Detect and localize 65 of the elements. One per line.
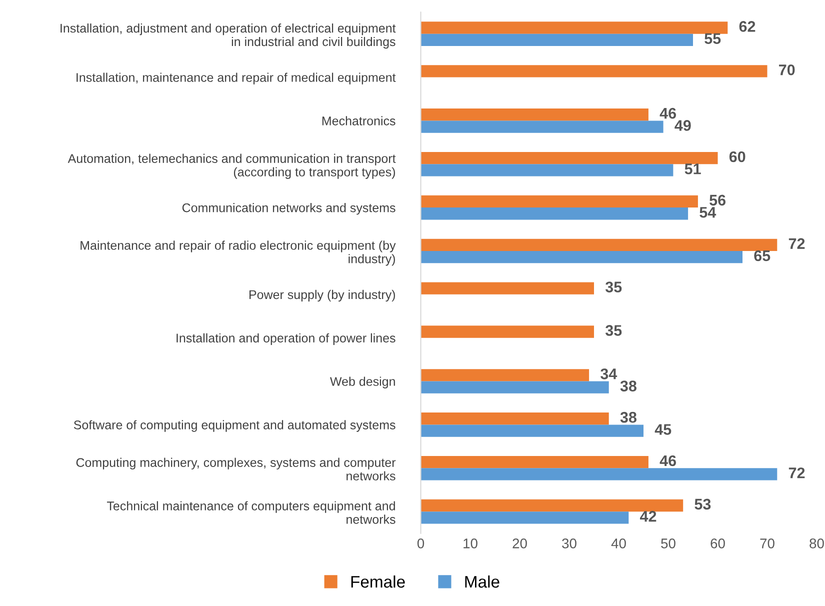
- legend-label: Female: [351, 575, 405, 588]
- x-tick-label: 10: [464, 538, 478, 548]
- data-label: 60: [729, 151, 746, 162]
- data-label: 34: [600, 368, 618, 380]
- data-label: 53: [694, 498, 711, 510]
- bar: [420, 468, 778, 480]
- bar: [420, 34, 693, 46]
- data-label: 38: [620, 412, 636, 423]
- data-label: 42: [640, 510, 656, 522]
- data-label: 72: [788, 468, 805, 478]
- bar: [420, 108, 648, 121]
- bar: [420, 512, 629, 524]
- bar: [420, 195, 698, 208]
- data-label: 46: [660, 455, 676, 466]
- data-label: 46: [660, 108, 676, 119]
- y-tick-label: Communication networks and systems: [182, 203, 396, 215]
- x-tick-label: 20: [512, 538, 527, 548]
- data-label: 65: [754, 250, 770, 262]
- x-tick-label: 30: [562, 538, 576, 548]
- y-tick-label: Computing machinery, complexes, systems and computer networks: [76, 458, 396, 480]
- bar: [420, 326, 594, 338]
- data-label: 56: [710, 194, 726, 206]
- data-label: 62: [739, 21, 756, 32]
- bar: [420, 282, 594, 294]
- bar: [420, 412, 609, 425]
- x-tick-label: 0: [417, 538, 424, 548]
- bar: [420, 424, 644, 437]
- data-label: 70: [779, 64, 795, 76]
- y-tick-label: Automation, telemechanics and communication in transport (according to transport types): [68, 154, 396, 179]
- bar: [420, 381, 609, 394]
- y-tick-label: Mechatronics: [322, 116, 396, 126]
- bar: [420, 152, 718, 164]
- y-tick-label: Installation, maintenance and repair of medical equipment: [76, 72, 396, 84]
- data-label: 49: [674, 120, 691, 131]
- y-tick-label: Installation and operation of power lines: [176, 333, 396, 345]
- bar: [420, 164, 674, 176]
- y-tick-label: Installation, adjustment and operation of electrical equipment in industrial and civil buildings: [60, 23, 396, 49]
- bar: [420, 250, 742, 264]
- x-tick-label: 70: [760, 538, 774, 548]
- x-tick-label: 80: [810, 538, 824, 548]
- data-label: 38: [620, 380, 636, 392]
- y-tick-label: Software of computing equipment and automated systems: [74, 420, 396, 432]
- bar: [420, 369, 590, 382]
- data-label: 35: [605, 282, 622, 292]
- data-label: 54: [700, 207, 716, 218]
- data-label: 72: [788, 238, 805, 249]
- data-label: 51: [684, 164, 701, 174]
- legend-label: Male: [465, 575, 500, 588]
- y-tick-label: Web design: [330, 376, 395, 388]
- bar: [420, 208, 688, 220]
- x-tick-label: 60: [710, 538, 725, 548]
- x-tick-label: 50: [661, 538, 676, 548]
- y-tick-label: Maintenance and repair of radio electronic equipment (by industry): [80, 240, 396, 266]
- bar: [420, 65, 768, 78]
- data-label: 45: [654, 424, 672, 435]
- bar: [420, 22, 728, 34]
- bar: [420, 238, 778, 251]
- y-tick-label: Power supply (by industry): [250, 290, 395, 302]
- y-tick-label: Technical maintenance of computers equipment and networks: [106, 501, 396, 524]
- bar: [420, 456, 648, 468]
- data-label: 35: [605, 325, 622, 336]
- x-tick-label: 40: [611, 538, 626, 548]
- bar: [420, 120, 664, 133]
- data-label: 55: [704, 33, 721, 44]
- bar: [420, 499, 684, 512]
